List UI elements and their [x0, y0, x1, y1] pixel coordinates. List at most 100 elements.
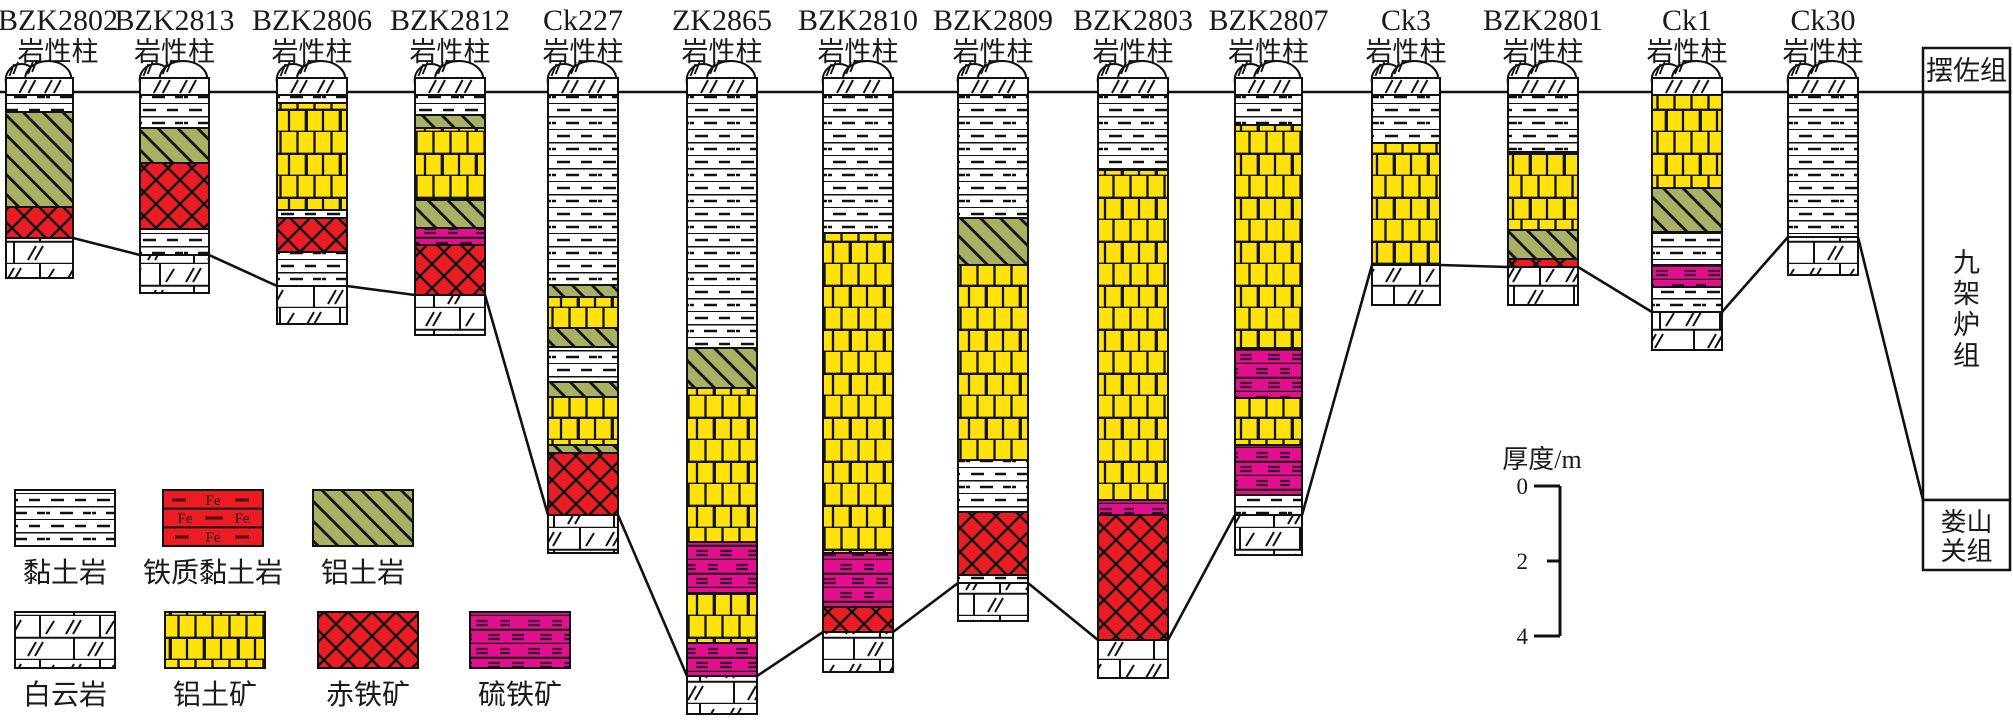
- cap-hatch-lines: [825, 59, 857, 77]
- legend-swatch-bauxite: [164, 611, 266, 669]
- layer-alrock: [1651, 187, 1723, 233]
- cap-hatch-lines: [689, 59, 721, 77]
- cap-slash-marks: [862, 79, 881, 94]
- layer-clay: [957, 574, 1029, 584]
- column-title: BZK2801: [1483, 4, 1603, 37]
- layer-dolomite: [822, 631, 894, 673]
- layer-pyrite: [1234, 444, 1303, 496]
- layer-pyrite: [1651, 264, 1723, 288]
- correlation-line: [1577, 265, 1653, 314]
- layer-dolomite: [139, 254, 210, 294]
- formation-box-loushanguan: [1921, 498, 2012, 572]
- cap-slash-marks: [1111, 79, 1129, 94]
- layer-dolomite: [1371, 264, 1441, 306]
- cap-hatch-lines: [550, 59, 582, 77]
- layer-hematite: [5, 206, 74, 239]
- legend-label-feclay: 铁质黏土岩: [143, 557, 283, 589]
- correlation-line: [208, 253, 278, 288]
- layer-dolomite: [1651, 311, 1723, 351]
- layer-clay: [686, 94, 758, 349]
- correlation-line: [892, 581, 959, 634]
- layer-alrock: [1507, 229, 1579, 260]
- correlation-line: [1721, 236, 1789, 313]
- correlation-line: [1300, 264, 1374, 516]
- legend-feclay-rows: [163, 507, 263, 529]
- legend-swatch-dolomite: [14, 611, 116, 669]
- layer-hematite: [414, 244, 486, 296]
- layer-pyrite: [1234, 347, 1303, 399]
- layer-clay: [276, 251, 348, 287]
- cap-base-rect: [1234, 77, 1303, 96]
- legend-item-hematite: 赤铁矿: [317, 611, 419, 711]
- legend-fe-text: Fe: [178, 511, 193, 527]
- cap-base-rect: [957, 77, 1029, 96]
- layer-bauxite: [1651, 94, 1723, 189]
- column-title: BZK2807: [1209, 4, 1329, 37]
- cap-slash-marks: [997, 79, 1016, 94]
- layer-alrock: [547, 381, 619, 398]
- layer-dolomite: [5, 237, 74, 279]
- cap-hatch-lines: [417, 59, 449, 77]
- legend-label-alrock: 铝土岩: [321, 557, 405, 589]
- cap-slash-marks: [18, 79, 37, 94]
- correlation-line: [483, 294, 550, 516]
- layer-bauxite: [414, 127, 486, 201]
- cap-hatch-lines: [142, 59, 173, 77]
- cap-hatch-lines: [1654, 59, 1686, 77]
- column-title: BZK2813: [115, 4, 235, 37]
- layer-bauxite: [1371, 142, 1441, 266]
- cap-base-rect: [1787, 77, 1859, 96]
- legend-swatch-hematite: [317, 611, 419, 669]
- legend-swatch-clay: [14, 489, 116, 547]
- column-title: Ck227: [543, 4, 623, 37]
- legend-label-clay: 黏土岩: [23, 557, 107, 589]
- legend-item-alrock: 铝土岩: [312, 489, 414, 589]
- layer-alrock: [686, 347, 758, 389]
- layer-dolomite: [686, 675, 758, 715]
- cap-slash-marks: [428, 79, 446, 94]
- cap-base-rect: [1507, 77, 1579, 96]
- cap-base-rect: [686, 77, 758, 96]
- legend-fe-text: Fe: [235, 511, 250, 527]
- cap-slash-marks: [587, 79, 606, 94]
- correlation-line: [1166, 514, 1237, 641]
- layer-clay: [1651, 286, 1723, 313]
- cap-slash-marks: [316, 79, 335, 94]
- cap-slash-marks: [836, 79, 854, 94]
- cap-hatch-lines: [1510, 59, 1542, 77]
- correlation-line: [72, 236, 141, 257]
- legend-fe-text: Fe: [206, 530, 221, 546]
- layer-clay: [414, 94, 486, 116]
- formation-label-jiujialu-char: 架: [1953, 279, 1980, 309]
- cap-base-rect: [414, 77, 486, 96]
- cap-base-rect: [822, 77, 894, 96]
- cap-base-rect: [5, 77, 74, 96]
- column-title: BZK2806: [252, 4, 372, 37]
- cap-slash-marks: [1521, 79, 1539, 94]
- layer-dolomite: [547, 514, 619, 554]
- thickness-scalebar: 厚度/m0 2 4: [1502, 445, 1581, 649]
- layer-clay: [547, 346, 619, 383]
- layer-clay: [276, 209, 348, 219]
- cap-base-rect: [1097, 77, 1169, 96]
- layer-pyrite: [822, 552, 894, 608]
- layer-clay: [1371, 94, 1441, 144]
- legend-item-pyrite: 硫铁矿: [469, 611, 571, 711]
- layer-hematite: [1507, 258, 1579, 268]
- layer-bauxite: [547, 396, 619, 446]
- cap-slash-marks: [1247, 79, 1266, 94]
- legend-label-dolomite: 白云岩: [23, 679, 107, 711]
- layer-pyrite: [686, 541, 758, 594]
- column-title: Ck30: [1790, 4, 1855, 37]
- formation-label-jiujialu-char: 九: [1953, 248, 1980, 278]
- correlation-line-to-formation-box: [1856, 236, 1925, 501]
- layer-clay: [1651, 231, 1723, 266]
- layer-bauxite: [686, 592, 758, 644]
- column-title: Ck1: [1662, 4, 1712, 37]
